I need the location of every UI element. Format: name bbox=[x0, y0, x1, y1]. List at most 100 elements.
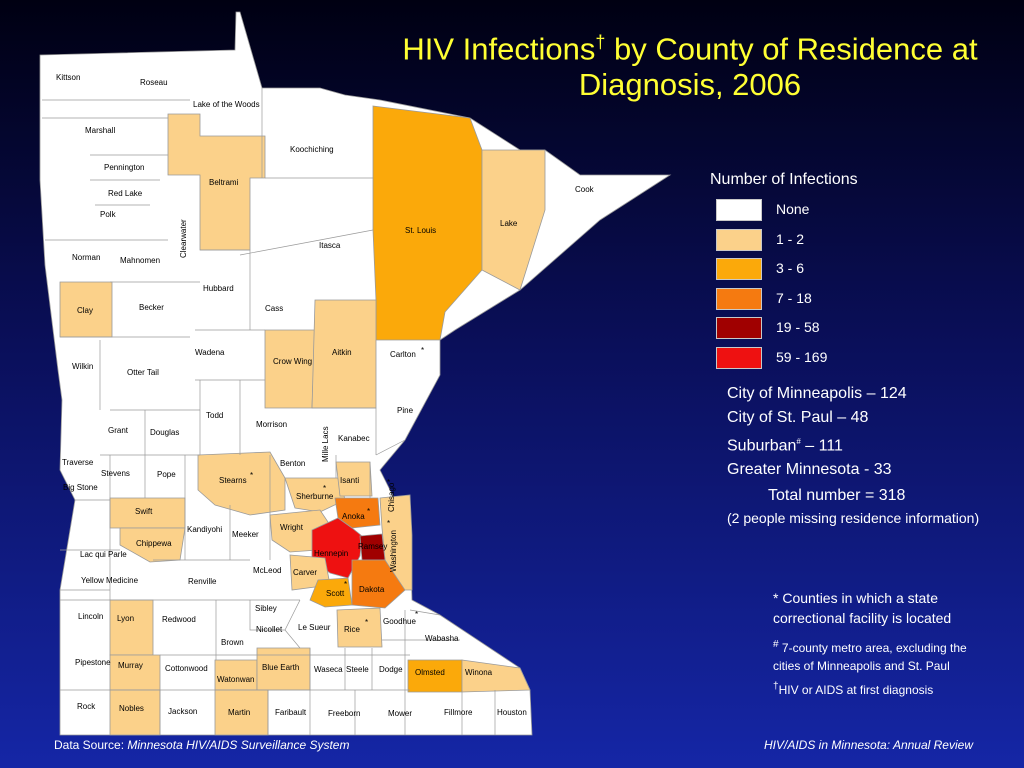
legend-label: 3 - 6 bbox=[776, 260, 805, 276]
legend-item-1-2: 1 - 2 bbox=[716, 229, 876, 251]
county-label-renville: Renville bbox=[188, 577, 217, 586]
county-label-dakota: Dakota bbox=[359, 585, 385, 594]
county-shape-beltrami bbox=[167, 113, 266, 251]
county-label-carlton: Carlton bbox=[390, 350, 416, 359]
county-label-aitkin: Aitkin bbox=[332, 348, 352, 357]
county-label-waseca: Waseca bbox=[314, 665, 343, 674]
county-label-koochiching: Koochiching bbox=[290, 145, 334, 154]
county-shape-stearns bbox=[197, 451, 286, 516]
stat-st-paul: City of St. Paul – 48 bbox=[727, 409, 869, 426]
county-label-lake: Lake bbox=[500, 219, 518, 228]
county-label-red-lake: Red Lake bbox=[108, 189, 143, 198]
legend-title: Number of Infections bbox=[710, 171, 858, 188]
scott-star: * bbox=[344, 580, 347, 589]
county-shape-isanti bbox=[335, 461, 373, 497]
county-label-blue-earth: Blue Earth bbox=[262, 663, 299, 672]
county-label-dodge: Dodge bbox=[379, 665, 403, 674]
legend-swatch bbox=[716, 199, 762, 221]
legend-swatch bbox=[716, 317, 762, 339]
county-label-chisago: Chisago bbox=[387, 482, 396, 512]
county-label-yellow-medicine: Yellow Medicine bbox=[81, 576, 139, 585]
county-label-wilkin: Wilkin bbox=[72, 362, 93, 371]
legend-label: 19 - 58 bbox=[776, 319, 820, 335]
county-label-freeborn: Freeborn bbox=[328, 709, 360, 718]
legend-label: 1 - 2 bbox=[776, 231, 805, 247]
county-label-brown: Brown bbox=[221, 638, 244, 647]
county-shape-sherburne bbox=[284, 477, 346, 513]
county-label-mille-lacs: Mille Lacs bbox=[321, 426, 330, 462]
county-label-stearns: Stearns bbox=[219, 476, 247, 485]
county-label-wabasha: Wabasha bbox=[425, 634, 459, 643]
anoka-star: * bbox=[367, 507, 370, 516]
county-label-lincoln: Lincoln bbox=[78, 612, 103, 621]
county-label-le-sueur: Le Sueur bbox=[298, 623, 331, 632]
county-shape-anoka bbox=[334, 497, 381, 529]
data-source: Data Source: Minnesota HIV/AIDS Surveill… bbox=[54, 738, 350, 752]
county-label-cass: Cass bbox=[265, 304, 283, 313]
county-label-traverse: Traverse bbox=[62, 458, 94, 467]
county-label-stevens: Stevens bbox=[101, 469, 130, 478]
legend-label: 7 - 18 bbox=[776, 290, 812, 306]
county-label-kittson: Kittson bbox=[56, 73, 80, 82]
county-label-mahnomen: Mahnomen bbox=[120, 256, 160, 265]
stat-minneapolis: City of Minneapolis – 124 bbox=[727, 385, 907, 402]
county-label-ramsey: Ramsey bbox=[358, 542, 387, 551]
county-label-swift: Swift bbox=[135, 507, 153, 516]
county-shape-winona bbox=[461, 659, 531, 693]
county-label-morrison: Morrison bbox=[256, 420, 287, 429]
county-label-nobles: Nobles bbox=[119, 704, 144, 713]
county-label-roseau: Roseau bbox=[140, 78, 168, 87]
county-label-wadena: Wadena bbox=[195, 348, 225, 357]
county-label-lyon: Lyon bbox=[117, 614, 134, 623]
legend-label: None bbox=[776, 201, 810, 217]
county-label-nicollet: Nicollet bbox=[256, 625, 283, 634]
county-label-murray: Murray bbox=[118, 661, 143, 670]
county-label-clearwater: Clearwater bbox=[179, 219, 188, 258]
county-shape-chippewa bbox=[119, 527, 186, 563]
county-label-watonwan: Watonwan bbox=[217, 675, 255, 684]
county-label-douglas: Douglas bbox=[150, 428, 179, 437]
county-label-jackson: Jackson bbox=[168, 707, 197, 716]
stat-greater-mn: Greater Minnesota - 33 bbox=[727, 461, 892, 479]
county-label-wright: Wright bbox=[280, 523, 304, 532]
county-shape-lake bbox=[481, 149, 546, 291]
legend-item-59-169: 59 - 169 bbox=[716, 347, 876, 369]
legend-swatch bbox=[716, 229, 762, 251]
county-label-lac-qui-parle: Lac qui Parle bbox=[80, 550, 127, 559]
legend-swatch bbox=[716, 288, 762, 310]
county-label-isanti: Isanti bbox=[340, 476, 359, 485]
county-label-chippewa: Chippewa bbox=[136, 539, 172, 548]
county-label-redwood: Redwood bbox=[162, 615, 196, 624]
note-metro: # 7-county metro area, excluding the cit… bbox=[773, 639, 967, 673]
report-name: HIV/AIDS in Minnesota: Annual Review bbox=[764, 738, 973, 752]
legend-swatch bbox=[716, 347, 762, 369]
county-label-hennepin: Hennepin bbox=[314, 549, 348, 558]
county-label-beltrami: Beltrami bbox=[209, 178, 239, 187]
county-label-lake-of-the-woods: Lake of the Woods bbox=[193, 100, 260, 109]
county-label-mower: Mower bbox=[388, 709, 412, 718]
county-label-big-stone: Big Stone bbox=[63, 483, 98, 492]
county-shape-rice bbox=[336, 607, 383, 648]
county-label-rock: Rock bbox=[77, 702, 96, 711]
county-label-itasca: Itasca bbox=[319, 241, 341, 250]
rice-star: * bbox=[365, 618, 368, 627]
county-label-rice: Rice bbox=[344, 625, 361, 634]
county-label-pipestone: Pipestone bbox=[75, 658, 111, 667]
county-shape-st-louis bbox=[372, 105, 483, 341]
county-label-mcleod: McLeod bbox=[253, 566, 281, 575]
county-label-kandiyohi: Kandiyohi bbox=[187, 525, 222, 534]
county-label-sibley: Sibley bbox=[255, 604, 277, 613]
county-label-cottonwood: Cottonwood bbox=[165, 664, 208, 673]
note-correctional: * Counties in which a state correctional… bbox=[773, 590, 952, 626]
county-label-kanabec: Kanabec bbox=[338, 434, 370, 443]
county-shape-scott bbox=[309, 577, 353, 608]
legend-item-3-6: 3 - 6 bbox=[716, 258, 876, 280]
note-dagger: †HIV or AIDS at first diagnosis bbox=[773, 681, 934, 697]
county-label-polk: Polk bbox=[100, 210, 117, 219]
county-label-pennington: Pennington bbox=[104, 163, 144, 172]
county-label-becker: Becker bbox=[139, 303, 164, 312]
washington-star: * bbox=[387, 519, 390, 528]
county-label-fillmore: Fillmore bbox=[444, 708, 473, 717]
county-label-olmsted: Olmsted bbox=[415, 668, 445, 677]
map-title: HIV Infections† by County of Residence a… bbox=[402, 31, 978, 103]
